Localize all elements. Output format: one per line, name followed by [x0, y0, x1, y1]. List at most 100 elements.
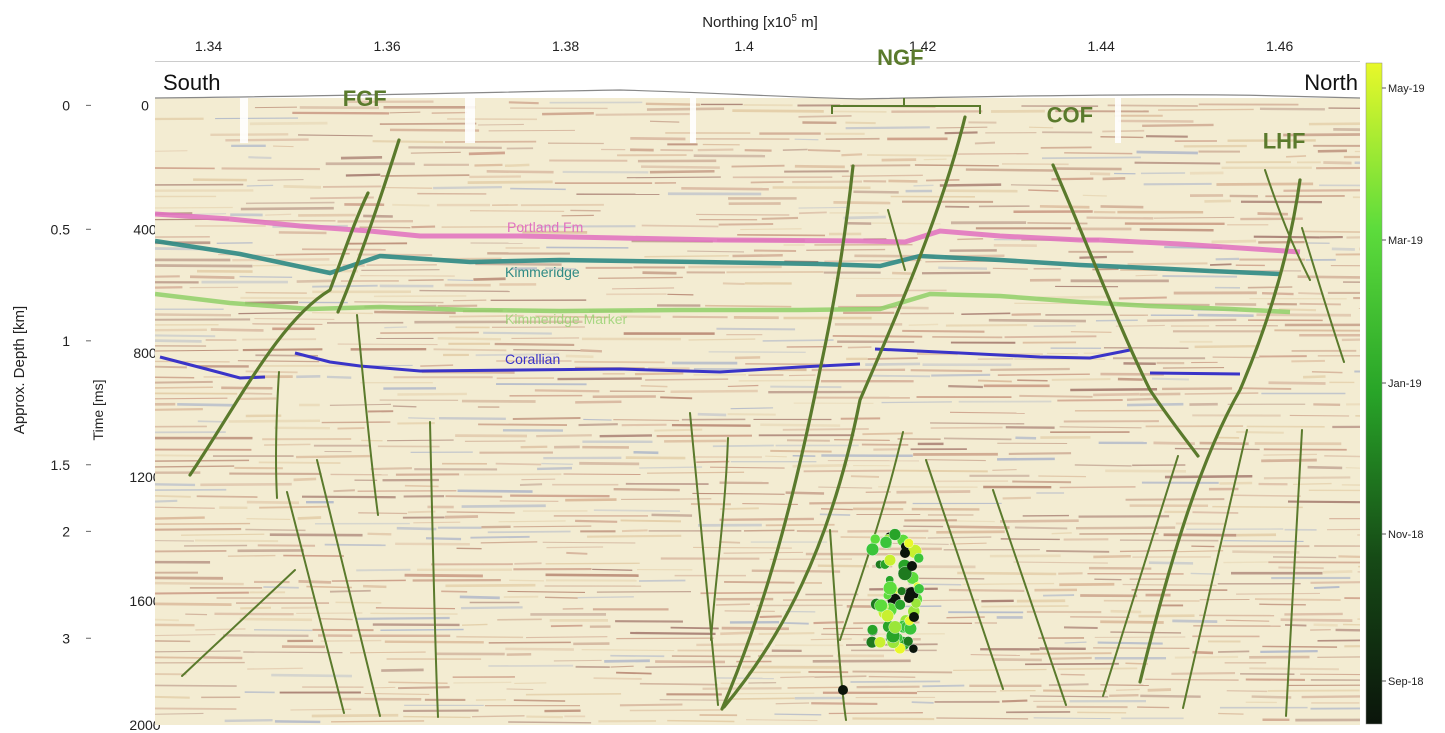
seismic-reflector — [350, 651, 426, 654]
seismic-reflector — [930, 426, 1003, 429]
seismic-reflector — [274, 720, 321, 724]
seismic-reflector — [923, 158, 947, 161]
seismic-reflector — [865, 362, 921, 366]
seismic-reflector — [367, 532, 392, 536]
seismic-reflector — [947, 525, 1010, 529]
seismic-reflector — [425, 537, 462, 541]
colorbar-tick-label: Nov-18 — [1388, 529, 1423, 541]
seismic-reflector — [712, 444, 774, 448]
seismic-reflector — [553, 659, 602, 662]
seismic-reflector — [845, 126, 930, 130]
seismic-reflector — [1142, 123, 1214, 128]
seismic-reflector — [498, 520, 566, 523]
seismic-reflector — [566, 551, 588, 555]
seismic-reflector — [472, 715, 525, 718]
seismic-reflector — [155, 650, 241, 653]
seismic-reflector — [957, 571, 1057, 576]
seismic-reflector — [223, 634, 309, 637]
seismic-reflector — [1119, 539, 1219, 542]
seismic-reflector — [641, 165, 720, 169]
seismic-reflector — [1029, 695, 1109, 698]
fault-fgf-main — [188, 191, 370, 477]
seismic-reflector — [243, 651, 343, 654]
seismic-reflector — [197, 420, 225, 423]
seismic-reflector — [1102, 176, 1126, 181]
seismic-reflector — [508, 101, 539, 105]
seismic-reflector — [1004, 335, 1097, 339]
seismic-reflector — [892, 271, 914, 275]
seismic-event — [881, 609, 894, 623]
seismic-reflector — [1262, 645, 1338, 648]
seismic-reflector — [155, 712, 204, 715]
seismic-reflector — [974, 141, 996, 145]
seismic-reflector — [155, 386, 213, 389]
seismic-reflector — [1232, 550, 1300, 554]
seismic-reflector — [1216, 182, 1314, 186]
seismic-reflector — [1019, 394, 1093, 398]
seismic-reflector — [155, 684, 237, 687]
seismic-reflector — [700, 591, 796, 595]
seismic-reflector — [696, 460, 730, 463]
seismic-reflector — [437, 337, 502, 341]
seismic-event — [874, 598, 888, 613]
seismic-reflector — [239, 617, 313, 622]
seismic-reflector — [1000, 519, 1079, 523]
seismic-reflector — [389, 128, 480, 132]
minor-fault — [829, 529, 847, 721]
seismic-reflector — [850, 475, 880, 478]
seismic-reflector — [1225, 619, 1270, 622]
seismic-event — [897, 566, 913, 581]
seismic-reflector — [621, 498, 712, 501]
seismic-reflector — [1059, 426, 1142, 429]
horizon-label-kimmeridge-marker: Kimmeridge Marker — [505, 311, 627, 327]
seismic-reflector — [155, 602, 232, 606]
seismic-reflector — [581, 649, 675, 652]
seismic-reflector — [269, 533, 363, 537]
horizon-label-portland: Portland Fm — [507, 219, 583, 235]
seismic-reflector — [419, 289, 510, 293]
time-axis-tick-label: 0 — [141, 97, 149, 113]
seismic-reflector — [155, 397, 228, 400]
seismic-reflector — [649, 120, 680, 123]
minor-fault — [1102, 455, 1179, 697]
seismic-reflector — [510, 187, 566, 191]
seismic-reflector — [326, 375, 352, 379]
seismic-reflector — [546, 546, 604, 549]
seismic-reflector — [997, 373, 1090, 376]
seismic-reflector — [1139, 392, 1181, 396]
seismic-reflector — [841, 174, 923, 177]
depth-axis-tick-label: 0.5 — [51, 221, 71, 237]
seismic-reflector — [1070, 331, 1112, 333]
seismic-reflector — [480, 541, 538, 544]
seismic-reflector — [881, 158, 917, 162]
seismic-reflector — [1048, 683, 1089, 687]
colorbar-gradient — [1365, 62, 1383, 725]
seismic-reflector — [938, 266, 988, 270]
seismic-reflector — [413, 521, 461, 524]
seismic-reflector — [716, 327, 796, 331]
seismic-reflector — [910, 369, 983, 373]
top-axis-tick-label: 1.38 — [552, 38, 579, 54]
seismic-reflector — [577, 596, 634, 599]
minor-fault — [316, 459, 381, 717]
seismic-reflector — [155, 549, 227, 553]
seismic-reflector — [210, 328, 264, 332]
seismic-reflector — [461, 606, 523, 610]
seismic-reflector — [641, 224, 719, 228]
seismic-reflector — [237, 360, 320, 363]
seismic-reflector — [224, 718, 273, 723]
seismic-reflector — [487, 530, 571, 534]
seismic-reflector — [806, 248, 886, 252]
seismic-reflector — [155, 380, 213, 384]
seismic-reflector — [922, 684, 965, 688]
seismic-reflector — [512, 416, 581, 420]
seismic-reflector — [1093, 554, 1131, 559]
seismic-reflector — [948, 588, 1025, 592]
seismic-reflector — [724, 581, 795, 584]
seismic-reflector — [514, 562, 542, 565]
seismic-reflector — [939, 183, 1002, 187]
seismic-reflector — [363, 214, 393, 218]
seismic-reflector — [1284, 623, 1307, 627]
seismic-reflector — [727, 384, 759, 388]
seismic-reflector — [189, 275, 235, 279]
